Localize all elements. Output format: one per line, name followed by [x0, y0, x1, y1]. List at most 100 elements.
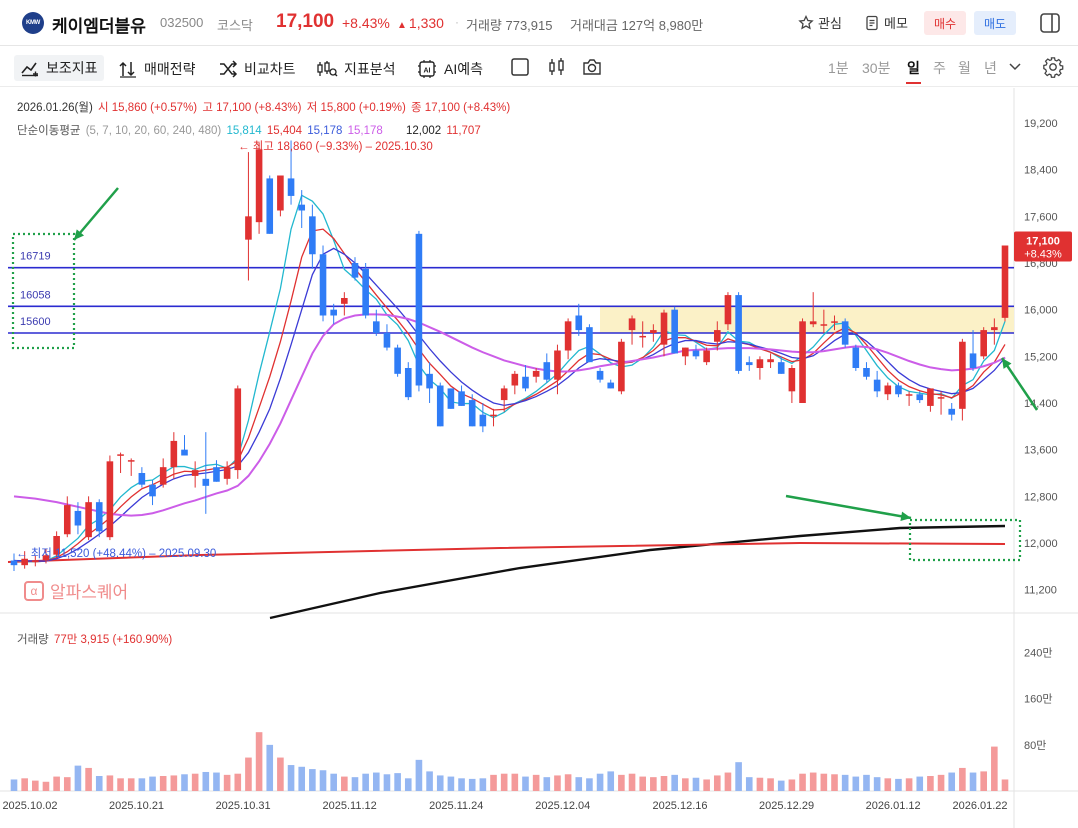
candle-style-icon[interactable] [546, 57, 568, 77]
volume-bar [202, 771, 210, 791]
candle-body [969, 353, 977, 368]
price-chart-svg[interactable]: 19,20018,40017,60016,80016,00015,20014,4… [0, 88, 1078, 828]
horizontal-line-label: 15600 [20, 316, 51, 328]
volume-bar [10, 779, 18, 791]
horizontal-line-label: 16058 [20, 289, 51, 301]
green-arrow-shaft [73, 187, 119, 241]
trade-strategy-button[interactable]: 매매전략 [118, 59, 196, 79]
ma-value-6: 11,707 [446, 125, 481, 137]
panel-toggle-icon[interactable] [1038, 12, 1062, 34]
candle-body [85, 502, 92, 538]
ma-value-4: 15,178 [347, 125, 383, 137]
volume-bar [213, 772, 220, 791]
volume-bar [543, 777, 551, 791]
ai-predict-button[interactable]: AI AI예측 [416, 59, 483, 79]
x-tick-label: 2025.10.02 [2, 800, 57, 812]
low-annotation: ← 최저 11,520 (+48.44%) – 2025.09.30 [16, 547, 216, 560]
sell-button[interactable]: 매도 [974, 11, 1016, 35]
candle-body [106, 461, 114, 538]
trade-strategy-label: 매매전략 [144, 61, 196, 77]
candle-body [543, 362, 551, 380]
candle-body [554, 350, 561, 380]
volume-bar [980, 771, 987, 791]
volume-bar [532, 774, 540, 791]
chevron-down-icon[interactable] [1008, 61, 1022, 73]
volume-bar [436, 775, 444, 791]
indicators-button[interactable]: 보조지표 [14, 55, 104, 81]
ohlc-high: 고 17,100 (+8.43%) [202, 102, 302, 114]
candles-analysis-icon [317, 61, 338, 77]
stock-name[interactable]: 케이엠더블유 [52, 17, 146, 36]
memo-icon [866, 15, 878, 30]
candle-body [309, 216, 316, 255]
y-tick-label: 11,200 [1024, 585, 1057, 597]
candle-body [479, 414, 487, 427]
volume-bar [703, 779, 710, 791]
candle-body [234, 388, 242, 471]
ohlc-close: 종 17,100 (+8.43%) [411, 102, 511, 114]
volume-bar [351, 777, 359, 791]
volume-bar [713, 775, 721, 791]
volume-bar [181, 774, 188, 791]
watermark: α 알파스퀘어 [24, 578, 128, 603]
volume-bar [234, 773, 242, 791]
volume-bar [394, 773, 401, 791]
ma-legend: 단순이동평균 (5, 7, 10, 20, 60, 240, 480) 15,8… [17, 122, 483, 138]
volume-bar [404, 778, 412, 791]
watchlist-button[interactable]: 관심 [798, 13, 842, 32]
square-toggle-icon[interactable] [510, 57, 530, 77]
dotted-highlight-box [908, 518, 1022, 562]
period-30min[interactable]: 30분 [862, 60, 891, 76]
x-tick-label: 2026.01.22 [952, 800, 1007, 812]
buy-button[interactable]: 매수 [924, 11, 966, 35]
dotted-highlight-box [11, 232, 76, 350]
candle-body [671, 309, 678, 354]
period-month[interactable]: 월 [958, 60, 971, 76]
candle-body [991, 327, 998, 331]
candle-body [138, 473, 146, 485]
compare-chart-button[interactable]: 비교차트 [218, 59, 296, 79]
volume-bar [511, 773, 519, 791]
candle-body [436, 385, 444, 427]
volume-bar [426, 771, 433, 791]
candle-body [532, 370, 540, 377]
candle-body [458, 391, 465, 406]
ma480-line [7, 541, 1006, 563]
candle-body [788, 368, 796, 392]
volume-bar [341, 776, 348, 791]
chart-toolbar: 보조지표 매매전략 비교차트 지표분석 AI AI예측 1분 30분 일 주 월… [0, 47, 1078, 87]
indicator-analysis-button[interactable]: 지표분석 [316, 59, 396, 79]
volume-bar [319, 770, 327, 791]
period-day[interactable]: 일 [906, 60, 921, 84]
volume-bar [916, 776, 924, 791]
candle-body [692, 350, 700, 357]
candle-body [447, 388, 455, 409]
candle-body [245, 216, 252, 240]
period-1min[interactable]: 1분 [828, 60, 849, 76]
candle-body [905, 394, 913, 396]
volume-bar [682, 778, 689, 791]
x-tick-label: 2025.11.24 [429, 800, 483, 812]
candle-body [74, 510, 82, 526]
memo-button[interactable]: 메모 [864, 13, 908, 32]
x-tick-label: 2025.12.16 [652, 800, 707, 812]
volume-bar [745, 777, 753, 791]
compare-chart-label: 비교차트 [244, 61, 296, 77]
volume-bar [447, 776, 455, 791]
period-week[interactable]: 주 [933, 60, 946, 76]
candle-body [660, 312, 668, 345]
y-tick-label: 12,000 [1024, 538, 1058, 550]
volume-bar [905, 778, 913, 791]
ma5-line [13, 194, 1006, 563]
volume-bar [159, 776, 167, 791]
candle-body [266, 178, 274, 234]
camera-icon[interactable] [581, 57, 603, 77]
candle-body [394, 347, 401, 374]
chart-area[interactable]: 19,200 18,400 17,600 16,800 16,000 15,200 14,4… [0, 88, 1078, 828]
green-arrow-shaft [785, 494, 912, 520]
candle-body [831, 321, 838, 323]
candle-body [298, 204, 306, 211]
gear-icon[interactable] [1042, 56, 1064, 78]
period-year[interactable]: 년 [984, 60, 997, 76]
candle-body [650, 330, 657, 333]
